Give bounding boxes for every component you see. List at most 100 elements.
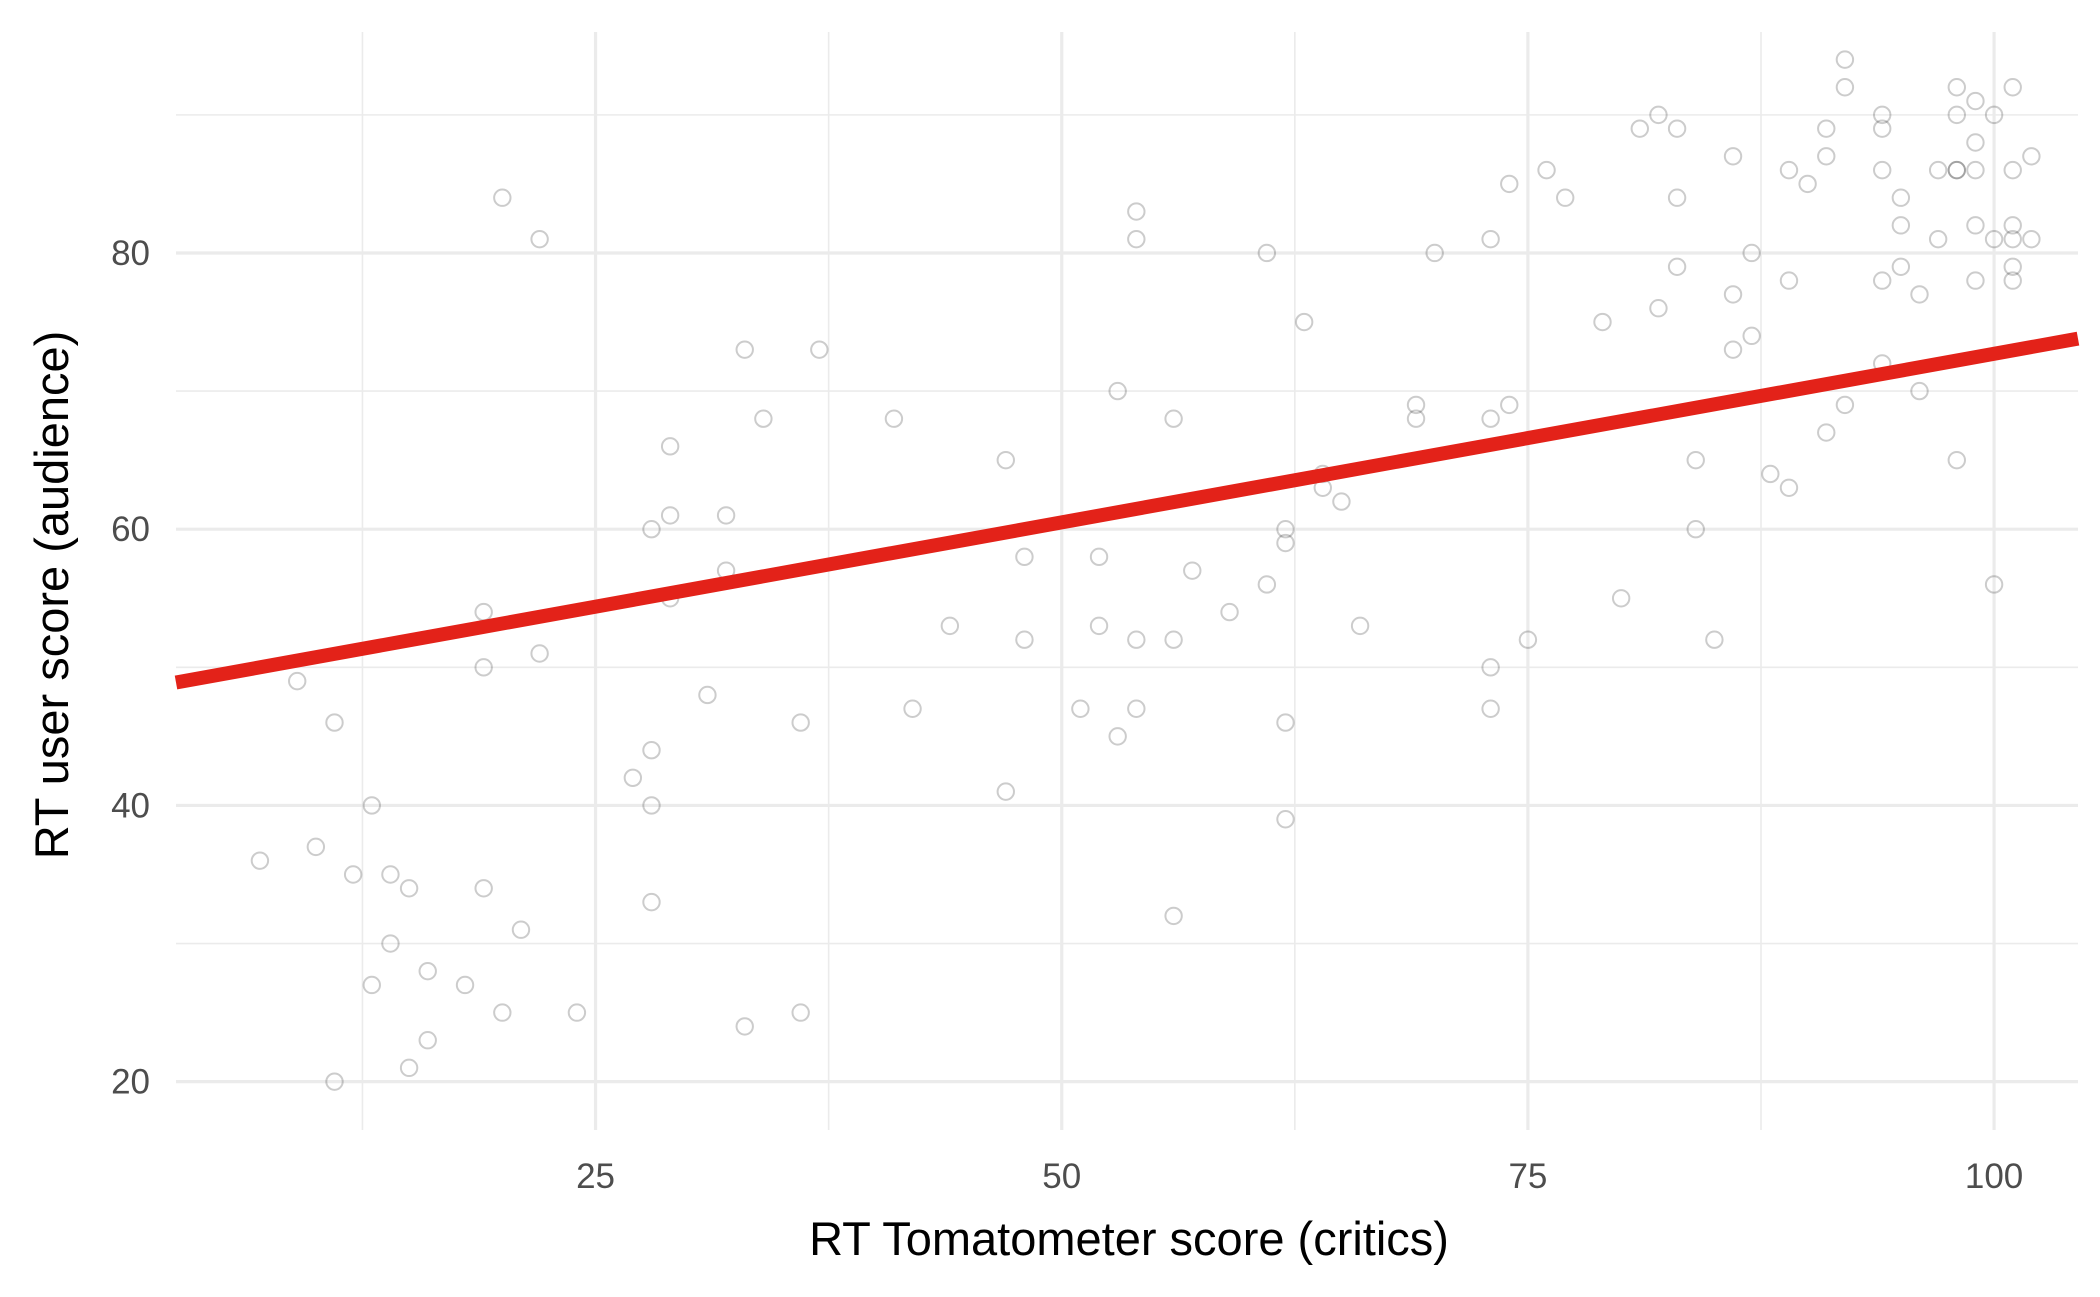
data-point bbox=[1089, 547, 1109, 567]
data-point bbox=[1873, 119, 1892, 138]
data-point bbox=[903, 699, 922, 718]
data-point bbox=[2003, 78, 2022, 97]
data-point bbox=[1835, 395, 1855, 415]
data-point bbox=[1779, 478, 1799, 497]
data-points bbox=[250, 50, 2041, 1091]
data-point bbox=[1984, 105, 2004, 125]
data-point bbox=[418, 1031, 437, 1050]
x-axis-tick-labels: 25 50 75 100 bbox=[576, 1157, 2023, 1196]
y-axis-title: RT user score (audience) bbox=[25, 331, 78, 860]
data-point bbox=[399, 879, 419, 898]
data-point bbox=[1966, 271, 1985, 290]
data-point bbox=[660, 437, 680, 456]
major-gridlines bbox=[176, 32, 2078, 1130]
data-point bbox=[1127, 202, 1146, 221]
data-point bbox=[1779, 271, 1799, 290]
data-point bbox=[1723, 147, 1743, 166]
data-point bbox=[381, 934, 400, 953]
data-point bbox=[399, 1058, 419, 1078]
data-point bbox=[2003, 216, 2022, 235]
data-point bbox=[1257, 575, 1277, 594]
y-tick-label: 60 bbox=[111, 510, 150, 549]
data-point bbox=[1164, 630, 1183, 649]
data-point bbox=[1164, 906, 1183, 926]
data-point bbox=[1481, 409, 1500, 428]
data-point bbox=[1108, 381, 1127, 401]
data-point bbox=[1183, 561, 1202, 580]
data-point bbox=[660, 506, 680, 525]
y-axis-tick-labels: 20 40 60 80 bbox=[111, 234, 150, 1102]
data-point bbox=[1910, 381, 1929, 401]
data-point bbox=[1947, 160, 1966, 180]
y-tick-label: 20 bbox=[111, 1063, 150, 1102]
data-point bbox=[791, 1003, 810, 1022]
minor-gridlines bbox=[176, 32, 2078, 1130]
regression-line bbox=[174, 331, 2080, 690]
data-point bbox=[1891, 216, 1911, 235]
data-point bbox=[418, 961, 437, 981]
data-point bbox=[1425, 243, 1444, 263]
data-point bbox=[1294, 312, 1314, 332]
data-point bbox=[1947, 450, 1966, 470]
data-point bbox=[1947, 160, 1966, 180]
data-point bbox=[1891, 257, 1911, 276]
data-point bbox=[1928, 160, 1948, 180]
data-point bbox=[474, 658, 493, 677]
data-point bbox=[1500, 395, 1519, 415]
data-point bbox=[1873, 160, 1892, 180]
data-point bbox=[1406, 395, 1426, 415]
data-point bbox=[1984, 575, 2004, 594]
data-point bbox=[642, 796, 661, 815]
data-point bbox=[1761, 464, 1780, 484]
data-point bbox=[1537, 160, 1556, 180]
data-point bbox=[1649, 299, 1668, 318]
x-tick-label: 25 bbox=[576, 1157, 615, 1196]
data-point bbox=[1742, 243, 1761, 263]
data-point bbox=[1276, 713, 1295, 732]
data-point bbox=[1556, 188, 1575, 207]
data-point bbox=[325, 1072, 344, 1091]
data-point bbox=[381, 865, 400, 884]
data-point bbox=[1686, 450, 1705, 470]
data-point bbox=[511, 920, 531, 939]
data-point bbox=[1723, 285, 1743, 304]
x-axis-title: RT Tomatometer score (critics) bbox=[809, 1212, 1449, 1265]
data-point bbox=[1164, 409, 1183, 428]
data-point bbox=[791, 713, 810, 732]
data-point bbox=[1817, 423, 1836, 442]
data-point bbox=[1406, 409, 1426, 428]
data-point bbox=[474, 602, 493, 622]
data-point bbox=[1667, 188, 1687, 207]
data-point bbox=[1481, 229, 1500, 249]
data-point bbox=[2022, 229, 2041, 249]
data-point bbox=[1630, 119, 1649, 138]
data-point bbox=[1984, 229, 2004, 249]
data-point bbox=[754, 409, 773, 428]
regression-line-layer bbox=[174, 331, 2080, 690]
data-point bbox=[810, 340, 829, 359]
x-tick-label: 50 bbox=[1042, 1157, 1081, 1196]
data-point bbox=[1611, 589, 1631, 608]
data-point bbox=[1873, 271, 1892, 290]
data-point bbox=[1350, 616, 1370, 636]
data-point bbox=[1779, 160, 1799, 180]
data-point bbox=[2003, 160, 2022, 180]
data-point bbox=[1817, 147, 1836, 166]
data-point bbox=[1649, 105, 1668, 125]
data-point bbox=[1966, 133, 1985, 152]
data-point bbox=[1873, 105, 1892, 125]
data-point bbox=[1276, 810, 1295, 829]
data-point bbox=[2022, 147, 2041, 166]
data-point bbox=[2003, 229, 2022, 249]
data-point bbox=[1220, 602, 1239, 622]
data-point bbox=[642, 520, 661, 539]
data-point bbox=[474, 879, 493, 898]
data-point bbox=[306, 837, 326, 857]
data-point bbox=[1089, 616, 1109, 636]
data-point bbox=[1817, 119, 1836, 138]
data-point bbox=[1500, 174, 1519, 194]
x-tick-label: 75 bbox=[1508, 1157, 1547, 1196]
data-point bbox=[1071, 699, 1090, 718]
data-point bbox=[1966, 160, 1985, 180]
y-tick-label: 40 bbox=[111, 786, 150, 825]
